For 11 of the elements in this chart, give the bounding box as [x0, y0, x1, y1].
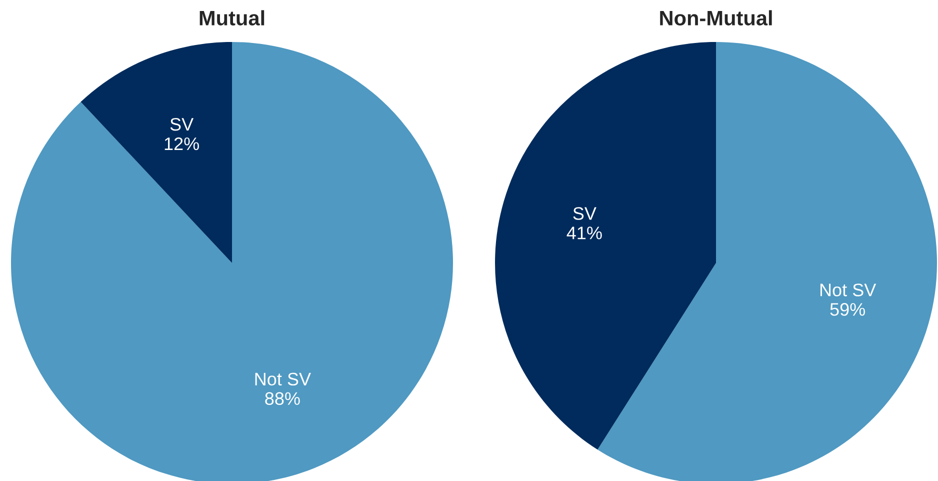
data-label: 41% [566, 226, 602, 240]
chart-title: Non-Mutual [660, 10, 772, 26]
slice-label: Not SV [255, 372, 311, 386]
pie-slice [80, 42, 232, 263]
data-label: 59% [830, 303, 866, 316]
slice-label: SV [170, 118, 194, 131]
slice-label: Not SV [820, 284, 876, 296]
data-label: 88% [265, 392, 300, 405]
chart-title: Mutual [200, 10, 264, 26]
slice-label: SV [573, 207, 596, 220]
data-label: 12% [164, 137, 199, 150]
